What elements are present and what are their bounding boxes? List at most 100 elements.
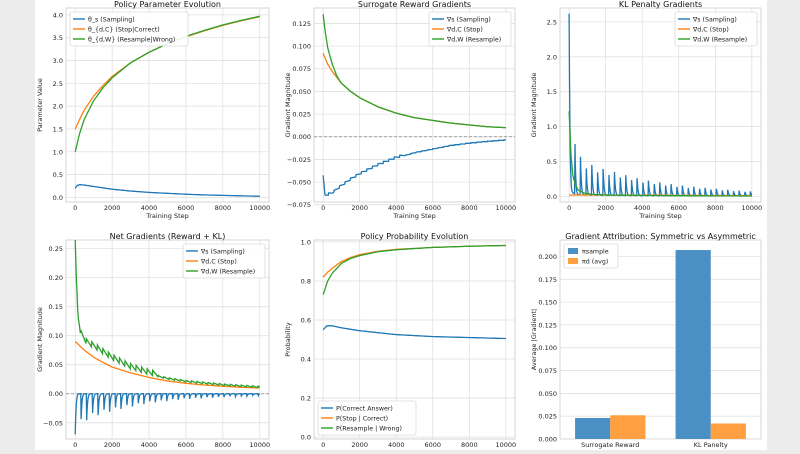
series-line bbox=[322, 244, 506, 295]
y-tick-label: 0.10 bbox=[49, 332, 63, 340]
y-axis-label: Probability bbox=[284, 322, 292, 357]
x-tick-label: 2000 bbox=[351, 441, 368, 449]
bar bbox=[710, 423, 746, 439]
x-tick-label: 8000 bbox=[707, 204, 724, 212]
bar bbox=[675, 250, 711, 439]
x-tick-label: 10000 bbox=[249, 441, 270, 449]
x-tick-label: 2000 bbox=[597, 204, 614, 212]
y-tick-label: 2.0 bbox=[547, 53, 557, 61]
legend-swatch bbox=[568, 258, 578, 264]
x-tick-label: 10000 bbox=[496, 441, 517, 449]
chart-title: Policy Probability Evolution bbox=[361, 232, 469, 241]
y-tick-label: 2.0 bbox=[53, 103, 63, 111]
y-axis-label: Gradient Magnitude bbox=[36, 307, 44, 372]
y-axis-label: Gradient Magnitude bbox=[530, 73, 538, 138]
legend-entry: πd (avg) bbox=[582, 259, 608, 266]
x-tick-label: 4000 bbox=[141, 441, 158, 449]
x-tick-label: 0 bbox=[321, 441, 325, 449]
y-tick-label: 0.20 bbox=[49, 274, 63, 282]
y-tick-label: −0.05 bbox=[43, 419, 63, 427]
series-line bbox=[74, 341, 260, 389]
y-tick-label: 0.0 bbox=[547, 193, 557, 201]
legend-swatch bbox=[568, 248, 578, 254]
y-tick-label: 0.0 bbox=[53, 194, 63, 202]
x-tick-label: 2000 bbox=[104, 441, 121, 449]
legend-box bbox=[182, 243, 266, 279]
bar bbox=[575, 418, 611, 439]
x-tick-label: 8000 bbox=[461, 441, 478, 449]
y-axis-label: Parameter Value bbox=[36, 78, 44, 132]
chart-title: Surrogate Reward Gradients bbox=[358, 0, 471, 9]
legend-entry: ∇s (Sampling) bbox=[446, 17, 491, 24]
x-tick-label: 0 bbox=[73, 441, 77, 449]
y-tick-label: 0.050 bbox=[292, 88, 311, 96]
y-tick-label: 0.025 bbox=[292, 111, 311, 119]
y-tick-label: 3.0 bbox=[53, 57, 63, 65]
x-tick-label: KL Panelty bbox=[694, 441, 728, 449]
x-tick-label: 2000 bbox=[351, 204, 368, 212]
y-tick-label: 1.0 bbox=[547, 123, 557, 131]
legend-entry: ∇d,C (Stop) bbox=[200, 259, 237, 266]
x-axis-label: Training Step bbox=[145, 212, 189, 220]
y-tick-label: 0.0 bbox=[301, 434, 311, 442]
x-tick-label: 6000 bbox=[424, 204, 441, 212]
chart-title: KL Penalty Gradients bbox=[619, 0, 702, 9]
x-tick-label: 4000 bbox=[634, 204, 651, 212]
chart-policy: 0.0 0.5 1.0 1.5 2.0 2.5 3.0 3.5 4.0 0 2000 4000 6000… bbox=[36, 0, 270, 220]
y-tick-label: 0.175 bbox=[538, 276, 557, 284]
x-tick-label: 10000 bbox=[496, 204, 517, 212]
chart-kl: 0.0 0.5 1.0 1.5 2.0 2.5 0 2000 4000 6000 8000 10000… bbox=[530, 0, 762, 220]
series-line bbox=[322, 139, 506, 196]
x-tick-label: 0 bbox=[567, 204, 571, 212]
y-tick-label: 0.15 bbox=[49, 303, 63, 311]
legend-box bbox=[69, 11, 189, 47]
y-tick-label: −0.025 bbox=[287, 156, 311, 164]
legend-entry: P(Correct Answer) bbox=[336, 406, 393, 413]
chart-net: −0.05 0.00 0.05 0.10 0.15 0.20 0.25 0 2000 4000 60… bbox=[36, 232, 270, 454]
legend-entry: πsample bbox=[582, 249, 609, 256]
y-tick-label: 0.075 bbox=[292, 65, 311, 73]
y-tick-label: −0.075 bbox=[287, 201, 311, 209]
chart-reward: −0.075 −0.050 −0.025 0.000 0.025 0.050 0.075 0.… bbox=[284, 0, 516, 220]
y-tick-label: 1.5 bbox=[547, 88, 557, 96]
y-tick-label: 0.000 bbox=[538, 436, 557, 444]
x-axis-label: Training Step bbox=[638, 212, 682, 220]
legend-entry: ∇s (Sampling) bbox=[692, 17, 737, 24]
y-tick-label: 0.000 bbox=[292, 133, 311, 141]
y-tick-label: 0.25 bbox=[49, 245, 63, 253]
x-tick-label: 6000 bbox=[424, 441, 441, 449]
legend: θ_s (Sampling) θ_{d,C} (Stop|Correct) θ_{d… bbox=[69, 11, 189, 47]
legend-entry: ∇d,C (Stop) bbox=[692, 27, 729, 34]
x-tick-label: 6000 bbox=[178, 204, 195, 212]
legend-entry: P(Resample | Wrong) bbox=[336, 426, 402, 433]
x-tick-label: 0 bbox=[321, 204, 325, 212]
legend-box bbox=[674, 11, 758, 47]
series-line bbox=[322, 325, 506, 340]
y-tick-label: 0.5 bbox=[53, 171, 63, 179]
y-tick-label: 0.4 bbox=[301, 356, 311, 364]
y-tick-label: 0.200 bbox=[538, 253, 557, 261]
chart-title: Net Gradients (Reward + KL) bbox=[110, 232, 226, 241]
y-tick-label: 1.5 bbox=[53, 125, 63, 133]
x-axis-label: Training Step bbox=[392, 212, 436, 220]
y-tick-label: 2.5 bbox=[547, 18, 557, 26]
legend-entry: θ_s (Sampling) bbox=[88, 17, 135, 24]
series-line bbox=[74, 184, 260, 197]
y-tick-label: 0.125 bbox=[292, 20, 311, 28]
legend-box bbox=[317, 400, 417, 436]
legend-entry: ∇s (Sampling) bbox=[200, 249, 245, 256]
chart-attr: 0.000 0.025 0.050 0.075 0.100 0.125 0.150 0.175… bbox=[530, 232, 762, 449]
legend-box bbox=[428, 11, 512, 47]
y-tick-label: 0.5 bbox=[547, 158, 557, 166]
y-tick-label: 0.025 bbox=[538, 413, 557, 421]
y-tick-label: 0.00 bbox=[49, 390, 63, 398]
x-tick-label: 4000 bbox=[388, 441, 405, 449]
y-axis-label: Gradient Magnitude bbox=[284, 73, 292, 138]
y-tick-label: −0.050 bbox=[287, 179, 311, 187]
x-tick-label: 0 bbox=[73, 204, 77, 212]
y-tick-label: 0.150 bbox=[538, 299, 557, 307]
legend-entry: ∇d,W (Resample) bbox=[200, 269, 255, 276]
y-tick-label: 1.0 bbox=[53, 148, 63, 156]
legend-entry: θ_{d,W} (Resample|Wrong) bbox=[88, 37, 175, 44]
series-line bbox=[74, 239, 261, 389]
